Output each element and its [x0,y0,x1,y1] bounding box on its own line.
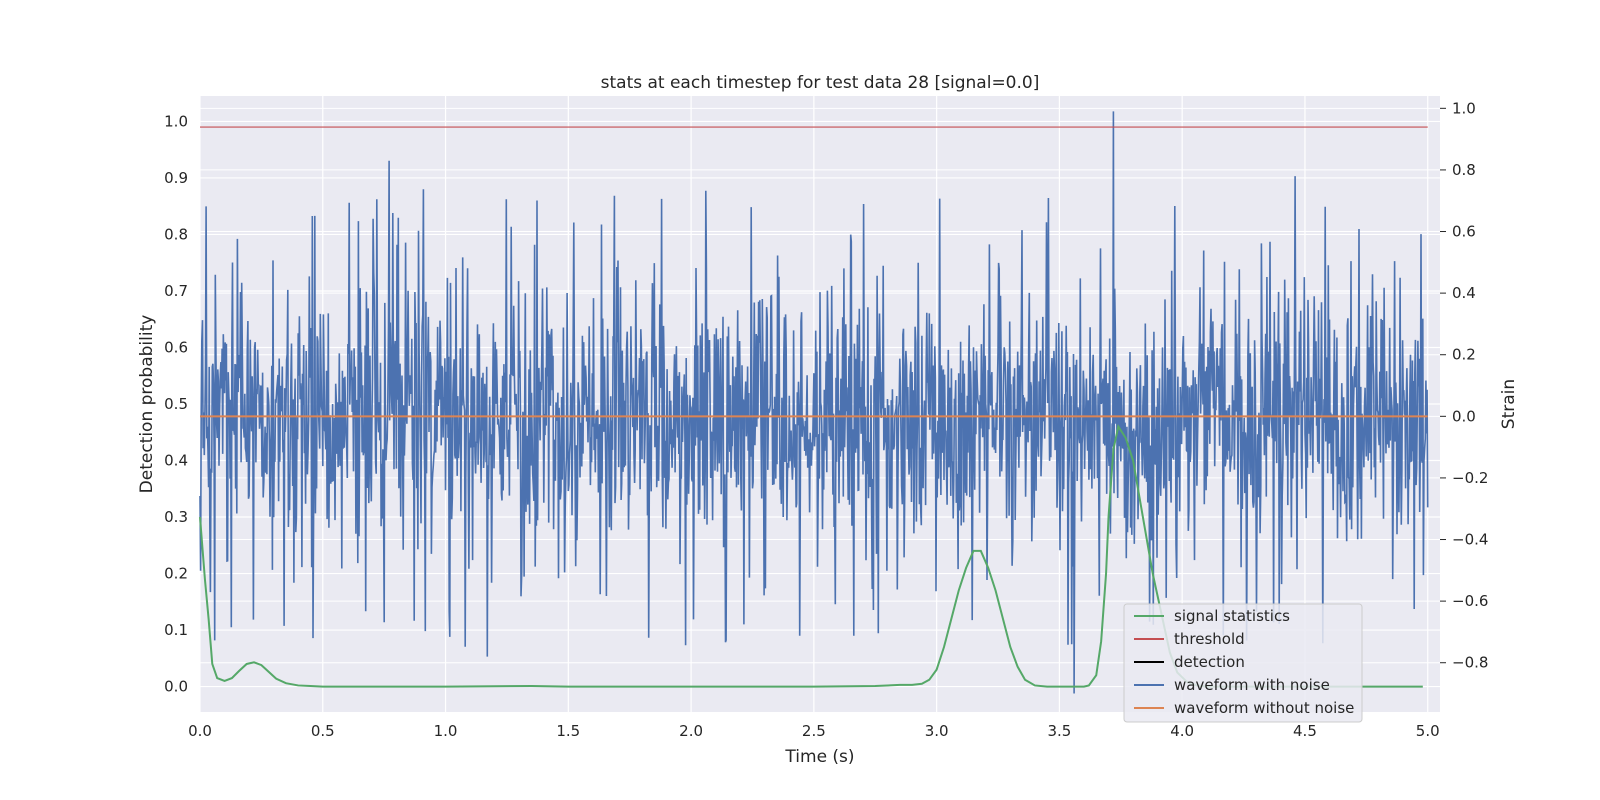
y-tick-label: 0.9 [164,169,188,187]
y-tick-label: 0.5 [164,395,188,413]
y2-tick-label: −0.2 [1452,469,1488,487]
y-tick-label: 0.7 [164,282,188,300]
y-axis-left: 0.0 0.1 0.2 0.3 0.4 0.5 0.6 0.7 0.8 0.9 1.0 [164,112,188,695]
y2-tick-label: 0.0 [1452,407,1476,425]
y-axis-right: −0.8 −0.6 −0.4 −0.2 0.0 0.2 0.4 0.6 0.8 1.0 [1440,99,1488,672]
legend-box [1123,603,1363,723]
x-axis-label: Time (s) [784,747,854,767]
y-tick-label: 0.4 [164,452,188,470]
y2-tick-label: −0.4 [1452,531,1488,549]
x-tick-label: 2.0 [679,722,703,740]
x-tick-label: 0.5 [311,722,335,740]
legend-label-threshold: threshold [1174,630,1245,648]
legend-label-waveform-with-noise: waveform with noise [1174,676,1330,694]
x-tick-label: 5.0 [1416,722,1440,740]
y-tick-label: 1.0 [164,112,188,130]
series-signal-statistics [199,424,1423,688]
y-tick-label: 0.8 [164,225,188,243]
x-tick-label: 4.5 [1293,722,1317,740]
y-tick-label: 0.1 [164,621,188,639]
legend-label-waveform-without-noise: waveform without noise [1174,699,1354,717]
y2-tick-label: 1.0 [1452,99,1476,117]
legend-label-signal-statistics: signal statistics [1174,607,1290,625]
x-tick-label: 4.0 [1170,722,1194,740]
x-tick-label: 2.5 [802,722,826,740]
series-waveform-with-noise [199,111,1429,694]
x-tick-label: 1.5 [556,722,580,740]
y2-tick-label: 0.6 [1452,223,1476,241]
y-tick-label: 0.3 [164,508,188,526]
y-tick-label: 0.0 [164,678,188,696]
legend-label-detection: detection [1174,653,1245,671]
x-tick-label: 0.0 [188,722,212,740]
y2-tick-label: −0.6 [1452,592,1488,610]
chart-title: stats at each timestep for test data 28 … [601,73,1040,93]
y-tick-label: 0.6 [164,338,188,356]
y2-tick-label: 0.8 [1452,161,1476,179]
x-axis: 0.0 0.5 1.0 1.5 2.0 2.5 3.0 3.5 4.0 4.5 5.0 [188,722,1440,740]
series-layer [199,111,1429,694]
y2-tick-label: −0.8 [1452,654,1488,672]
y-axis-label: Detection probability [137,315,157,494]
y2-tick-label: 0.4 [1452,284,1476,302]
x-tick-label: 3.0 [925,722,949,740]
x-tick-label: 1.0 [434,722,458,740]
x-tick-label: 3.5 [1047,722,1071,740]
y-tick-label: 0.2 [164,565,188,583]
y2-axis-label: Strain [1499,379,1519,429]
y2-tick-label: 0.2 [1452,346,1476,364]
legend: signal statistics threshold detection wa… [1123,603,1363,723]
